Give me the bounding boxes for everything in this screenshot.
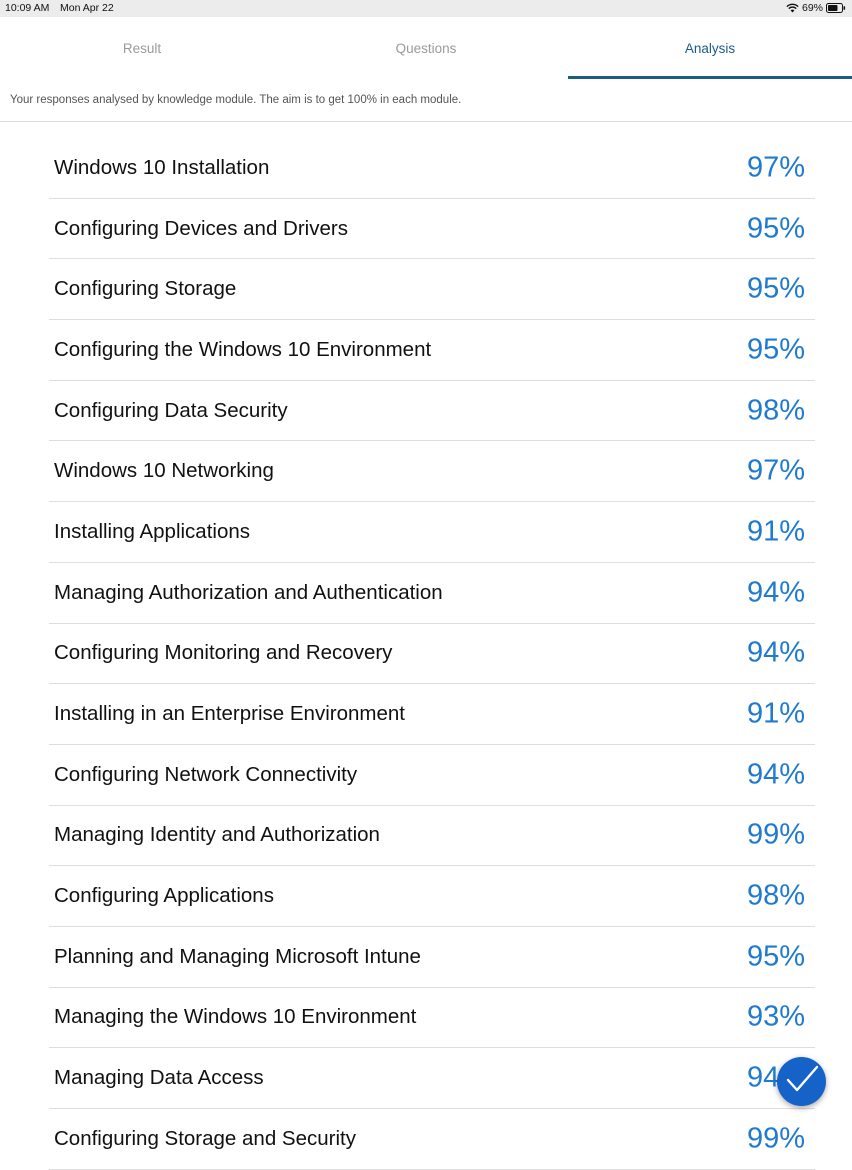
module-score: 97%: [746, 454, 805, 487]
module-name: Configuring Data Security: [54, 398, 288, 422]
status-time: 10:09 AM: [5, 2, 50, 14]
active-tab-indicator: [568, 76, 852, 79]
module-name: Configuring Storage and Security: [54, 1126, 356, 1150]
module-row[interactable]: Configuring Applications 98%: [49, 866, 815, 927]
module-row[interactable]: Planning and Managing Microsoft Intune 95…: [49, 927, 815, 988]
tab-bar: Result Questions Analysis: [0, 17, 852, 79]
module-score: 99%: [746, 1122, 805, 1155]
module-row[interactable]: Windows 10 Networking 97%: [49, 441, 815, 503]
module-score: 97%: [746, 151, 805, 184]
module-score: 94%: [746, 636, 805, 669]
module-name: Planning and Managing Microsoft Intune: [54, 944, 421, 968]
module-row[interactable]: Installing in an Enterprise Environment 9…: [49, 684, 815, 745]
module-score: 95%: [746, 272, 805, 305]
checkmark-icon: [782, 1059, 822, 1104]
module-name: Managing Data Access: [54, 1066, 264, 1090]
module-score: 99%: [746, 818, 805, 851]
status-bar: 10:09 AM Mon Apr 22 69%: [0, 0, 852, 17]
module-name: Managing the Windows 10 Environment: [54, 1005, 417, 1029]
tab-result[interactable]: Result: [122, 40, 162, 56]
module-name: Installing Applications: [54, 519, 251, 543]
tab-questions[interactable]: Questions: [395, 40, 457, 56]
module-score: 93%: [746, 1000, 805, 1033]
status-date: Mon Apr 22: [60, 2, 114, 14]
status-right: 69%: [786, 2, 846, 14]
module-score: 95%: [746, 333, 805, 366]
module-name: Configuring Devices and Drivers: [54, 216, 348, 240]
module-name: Windows 10 Networking: [54, 459, 274, 483]
module-row[interactable]: Windows 10 Installation 97%: [49, 138, 815, 199]
tab-analysis[interactable]: Analysis: [684, 40, 736, 56]
module-score: 98%: [746, 394, 805, 427]
module-name: Installing in an Enterprise Environment: [54, 702, 405, 726]
analysis-description: Your responses analysed by knowledge mod…: [0, 79, 852, 122]
module-score: 98%: [746, 879, 805, 912]
module-name: Configuring Network Connectivity: [54, 762, 358, 786]
module-row[interactable]: Configuring Network Connectivity 94%: [49, 745, 815, 806]
module-row[interactable]: Configuring Monitoring and Recovery 94%: [49, 624, 815, 685]
module-list: Windows 10 Installation 97% Configuring De…: [0, 138, 852, 1170]
module-score: 95%: [746, 212, 805, 245]
wifi-icon: [786, 3, 799, 13]
module-name: Windows 10 Installation: [54, 155, 270, 179]
module-name: Configuring Monitoring and Recovery: [54, 641, 393, 665]
module-name: Configuring Applications: [54, 884, 274, 908]
battery-percent: 69%: [801, 2, 823, 14]
module-row[interactable]: Configuring Storage and Security 99%: [49, 1109, 815, 1170]
module-row[interactable]: Configuring Storage 95%: [49, 259, 815, 321]
module-row[interactable]: Configuring Devices and Drivers 95%: [49, 199, 815, 260]
module-name: Configuring the Windows 10 Environment: [54, 337, 432, 361]
module-name: Managing Identity and Authorization: [54, 823, 380, 847]
module-name: Configuring Storage: [54, 277, 237, 301]
module-score: 94%: [746, 758, 805, 791]
module-row[interactable]: Configuring Data Security 98%: [49, 381, 815, 442]
module-score: 91%: [746, 697, 805, 730]
module-name: Managing Authorization and Authenticatio…: [54, 580, 443, 604]
module-row[interactable]: Managing Identity and Authorization 99%: [49, 806, 815, 867]
module-row[interactable]: Managing Authorization and Authenticatio…: [49, 563, 815, 624]
module-row[interactable]: Installing Applications 91%: [49, 502, 815, 563]
module-score: 91%: [746, 515, 805, 548]
module-row[interactable]: Managing the Windows 10 Environment 93%: [49, 988, 815, 1049]
module-row[interactable]: Managing Data Access 94%: [49, 1048, 815, 1109]
done-button[interactable]: [777, 1057, 826, 1106]
module-score: 94%: [746, 576, 805, 609]
module-score: 95%: [746, 940, 805, 973]
battery-icon: [826, 3, 846, 13]
module-row[interactable]: Configuring the Windows 10 Environment 95…: [49, 320, 815, 381]
